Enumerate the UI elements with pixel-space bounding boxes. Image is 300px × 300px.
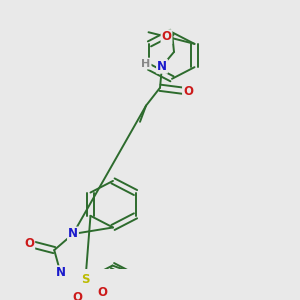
Text: O: O — [97, 286, 107, 298]
Text: O: O — [73, 291, 82, 300]
Text: O: O — [161, 30, 172, 43]
Text: N: N — [157, 60, 167, 73]
Text: S: S — [81, 273, 90, 286]
Text: N: N — [56, 266, 65, 279]
Text: O: O — [24, 237, 34, 250]
Text: O: O — [183, 85, 193, 98]
Text: H: H — [141, 58, 151, 69]
Text: N: N — [68, 227, 78, 241]
